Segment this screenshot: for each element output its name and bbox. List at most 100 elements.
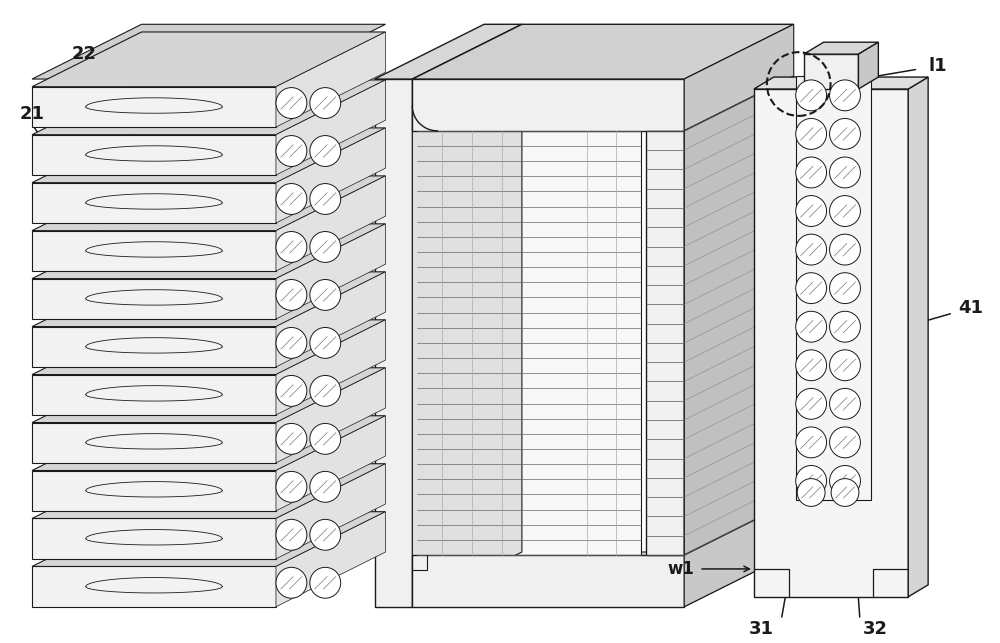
Circle shape [830,466,860,496]
Polygon shape [412,79,684,131]
Polygon shape [908,77,928,597]
Polygon shape [684,76,794,555]
Polygon shape [276,416,385,511]
Circle shape [310,376,341,406]
Polygon shape [276,320,385,415]
Polygon shape [32,183,276,223]
Text: 32: 32 [862,620,887,638]
Polygon shape [32,134,276,175]
Circle shape [796,80,827,111]
Circle shape [796,234,827,265]
Polygon shape [684,500,794,607]
Circle shape [310,520,341,550]
Circle shape [796,273,827,303]
Polygon shape [796,76,871,500]
Polygon shape [32,176,385,231]
Circle shape [310,136,341,167]
Polygon shape [32,87,276,127]
Circle shape [276,424,307,455]
Circle shape [830,80,860,111]
Polygon shape [276,32,385,127]
Polygon shape [412,24,522,607]
Polygon shape [32,272,385,327]
Polygon shape [32,327,276,367]
Polygon shape [646,131,684,555]
Polygon shape [276,512,385,607]
Circle shape [830,350,860,381]
Circle shape [796,311,827,342]
Circle shape [796,466,827,496]
Circle shape [276,87,307,118]
Circle shape [276,280,307,311]
Circle shape [797,478,825,507]
Polygon shape [804,42,878,54]
Circle shape [310,471,341,502]
Polygon shape [32,512,385,566]
Circle shape [276,567,307,598]
Circle shape [796,157,827,188]
Polygon shape [32,24,385,79]
Text: 41: 41 [958,299,983,317]
Circle shape [796,118,827,149]
Circle shape [310,567,341,598]
Circle shape [310,327,341,358]
Polygon shape [804,54,858,89]
Polygon shape [276,224,385,319]
Circle shape [276,183,307,214]
Polygon shape [276,368,385,463]
Circle shape [830,388,860,419]
Circle shape [830,273,860,303]
Circle shape [830,157,860,188]
Circle shape [276,376,307,406]
Polygon shape [32,128,385,183]
Circle shape [831,478,859,507]
Polygon shape [32,320,385,375]
Circle shape [796,350,827,381]
Polygon shape [412,24,794,79]
Polygon shape [32,231,276,271]
Polygon shape [32,422,276,463]
Polygon shape [32,278,276,319]
Circle shape [310,231,341,262]
Polygon shape [276,464,385,559]
Circle shape [830,195,860,226]
Polygon shape [32,518,276,559]
Text: 22: 22 [72,45,97,63]
Polygon shape [684,24,794,131]
Polygon shape [412,552,794,607]
Polygon shape [32,375,276,415]
Circle shape [276,327,307,358]
Circle shape [276,231,307,262]
Polygon shape [276,128,385,223]
Polygon shape [32,471,276,511]
Polygon shape [32,80,385,134]
Polygon shape [417,131,641,555]
Polygon shape [276,176,385,271]
Text: l1: l1 [928,57,947,75]
Circle shape [830,311,860,342]
Circle shape [310,280,341,311]
Circle shape [796,427,827,458]
Circle shape [796,388,827,419]
Circle shape [830,427,860,458]
Polygon shape [276,272,385,367]
Text: w1: w1 [667,560,694,578]
Polygon shape [32,416,385,471]
Polygon shape [754,89,908,597]
Circle shape [830,234,860,265]
Polygon shape [412,106,437,131]
Circle shape [310,424,341,455]
Polygon shape [32,464,385,518]
Polygon shape [32,566,276,607]
Polygon shape [32,224,385,278]
Polygon shape [754,77,928,89]
Circle shape [276,520,307,550]
Circle shape [276,471,307,502]
Polygon shape [32,32,385,87]
Circle shape [830,118,860,149]
Circle shape [310,87,341,118]
Circle shape [276,136,307,167]
Polygon shape [858,42,878,89]
Polygon shape [412,555,684,607]
Polygon shape [276,80,385,175]
